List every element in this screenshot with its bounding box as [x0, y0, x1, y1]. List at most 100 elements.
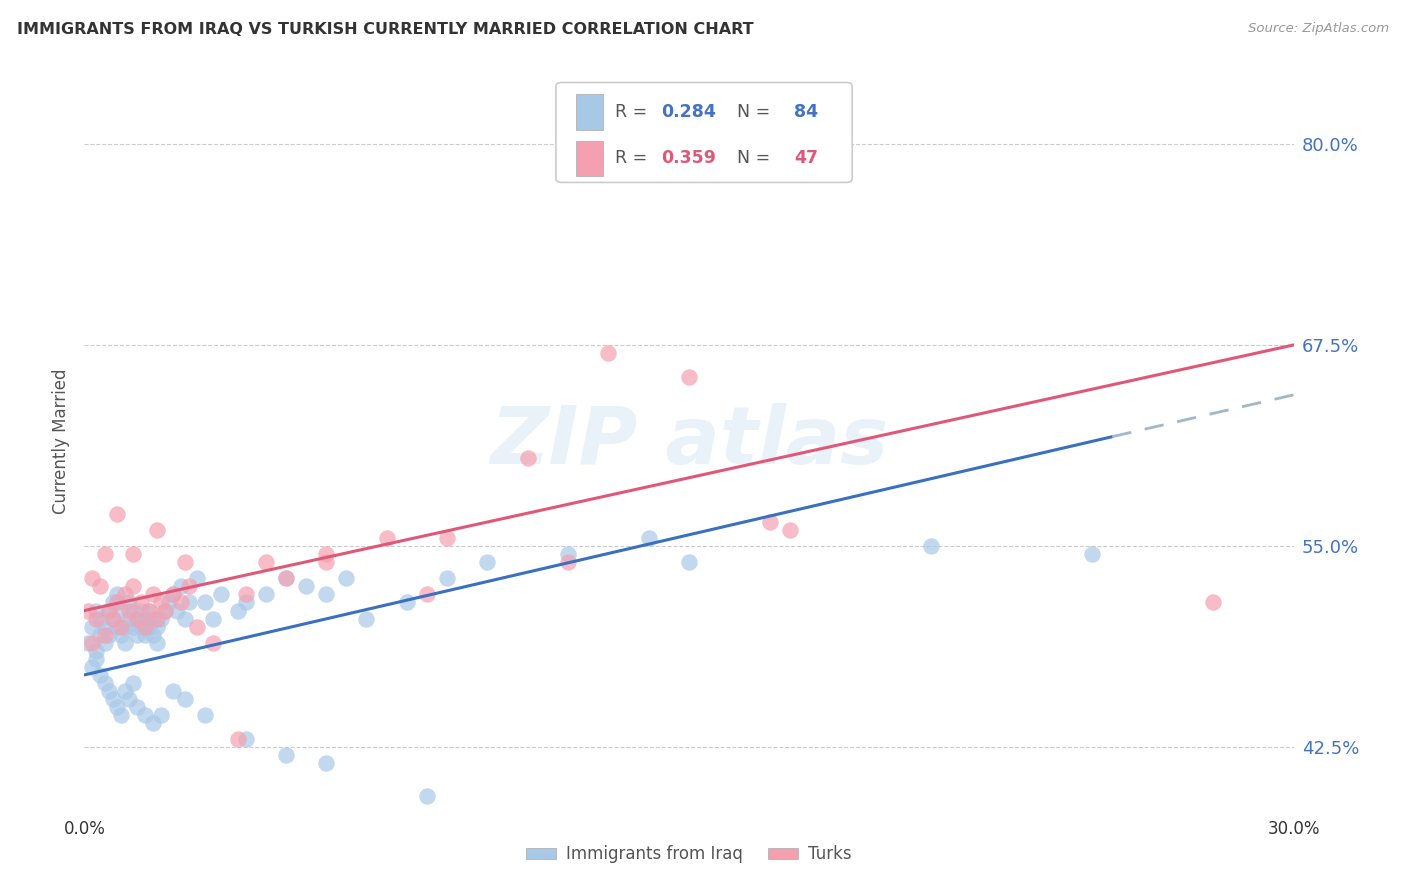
Point: [93, 547, 115, 561]
Point: [170, 595, 193, 609]
Point: [557, 547, 579, 561]
Point: [129, 603, 152, 617]
Point: [235, 732, 257, 747]
Point: [125, 611, 148, 625]
Point: [254, 555, 277, 569]
Point: [202, 636, 225, 650]
Point: [138, 603, 160, 617]
Point: [110, 619, 132, 633]
Text: 0.359: 0.359: [661, 149, 716, 168]
Point: [416, 789, 439, 803]
Point: [82, 636, 104, 650]
Point: [105, 595, 128, 609]
Point: [129, 619, 152, 633]
Text: 47: 47: [794, 149, 818, 168]
Text: ZIP atlas: ZIP atlas: [489, 402, 889, 481]
Point: [110, 603, 132, 617]
Point: [375, 531, 398, 545]
Point: [105, 587, 128, 601]
Text: IMMIGRANTS FROM IRAQ VS TURKISH CURRENTLY MARRIED CORRELATION CHART: IMMIGRANTS FROM IRAQ VS TURKISH CURRENTL…: [17, 22, 754, 37]
Point: [82, 660, 104, 674]
Point: [315, 587, 337, 601]
Point: [162, 684, 184, 698]
Point: [142, 716, 165, 731]
Point: [121, 547, 143, 561]
Point: [93, 676, 115, 690]
Text: N =: N =: [727, 103, 776, 121]
Point: [315, 547, 337, 561]
Point: [395, 595, 418, 609]
Point: [138, 619, 160, 633]
Point: [142, 628, 165, 642]
Point: [170, 579, 193, 593]
Text: 0.284: 0.284: [661, 103, 716, 121]
Point: [121, 603, 143, 617]
Point: [121, 676, 143, 690]
Point: [110, 628, 132, 642]
Point: [146, 523, 169, 537]
Point: [226, 603, 249, 617]
Point: [194, 708, 217, 723]
Point: [118, 595, 141, 609]
Point: [315, 555, 337, 569]
Point: [153, 603, 176, 617]
Point: [146, 636, 169, 650]
Point: [436, 571, 458, 585]
Point: [86, 611, 108, 625]
Point: [274, 748, 297, 763]
Point: [274, 571, 297, 585]
Point: [77, 636, 100, 650]
Point: [142, 611, 165, 625]
Point: [77, 603, 100, 617]
Point: [101, 611, 124, 625]
Point: [114, 636, 136, 650]
Point: [678, 370, 700, 384]
Point: [254, 587, 277, 601]
Point: [118, 611, 141, 625]
Point: [174, 555, 197, 569]
Point: [149, 611, 172, 625]
Point: [920, 539, 942, 553]
Point: [105, 700, 128, 714]
Point: [86, 644, 108, 658]
FancyBboxPatch shape: [576, 95, 603, 130]
Point: [86, 603, 108, 617]
Point: [557, 555, 579, 569]
Point: [110, 708, 132, 723]
Point: [678, 555, 700, 569]
Point: [82, 571, 104, 585]
Point: [138, 603, 160, 617]
Point: [235, 587, 257, 601]
Point: [101, 611, 124, 625]
Text: Source: ZipAtlas.com: Source: ZipAtlas.com: [1249, 22, 1389, 36]
Point: [637, 531, 659, 545]
Point: [134, 611, 156, 625]
Point: [114, 587, 136, 601]
Point: [146, 611, 169, 625]
Point: [209, 587, 232, 601]
Point: [149, 708, 172, 723]
Point: [162, 587, 184, 601]
FancyBboxPatch shape: [576, 141, 603, 176]
Point: [89, 628, 111, 642]
Point: [114, 619, 136, 633]
Point: [93, 628, 115, 642]
Point: [97, 628, 120, 642]
Point: [105, 619, 128, 633]
Point: [1081, 547, 1104, 561]
Point: [118, 692, 141, 706]
Point: [114, 684, 136, 698]
Point: [598, 346, 620, 360]
Point: [142, 587, 165, 601]
Legend: Immigrants from Iraq, Turks: Immigrants from Iraq, Turks: [520, 838, 858, 870]
Point: [179, 579, 201, 593]
Point: [758, 515, 780, 529]
Point: [101, 595, 124, 609]
Point: [779, 523, 801, 537]
Point: [416, 587, 439, 601]
Point: [226, 732, 249, 747]
Point: [202, 611, 225, 625]
Point: [153, 603, 176, 617]
Point: [166, 603, 188, 617]
Point: [89, 668, 111, 682]
